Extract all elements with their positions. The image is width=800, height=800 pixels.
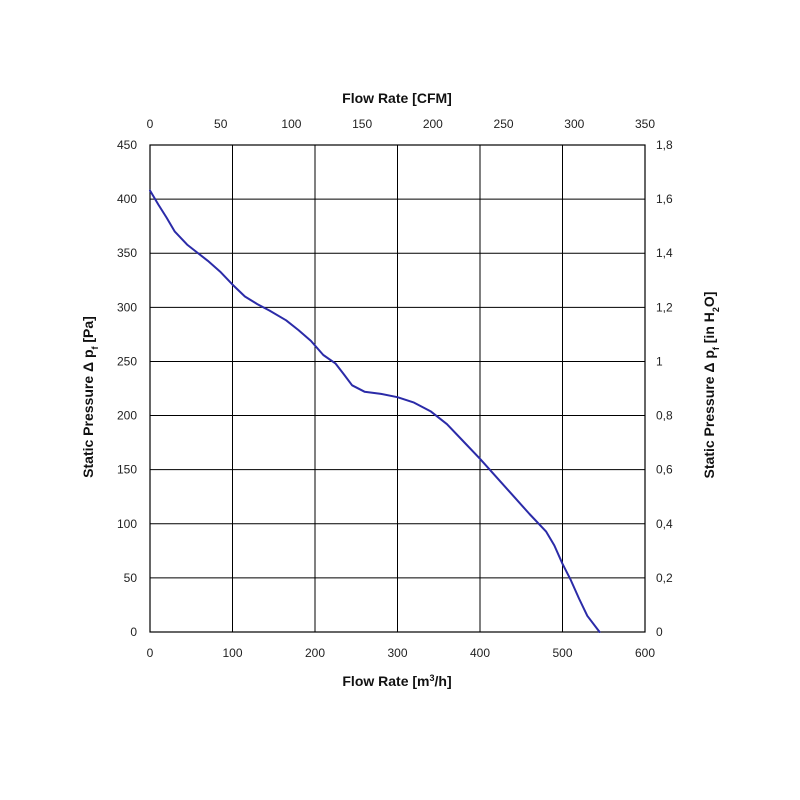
y-left-tick-label: 0 bbox=[130, 625, 137, 639]
x-top-tick-label: 100 bbox=[281, 117, 301, 131]
x-bottom-label-main: Flow Rate [m bbox=[342, 673, 429, 689]
y-right-tick-label: 0 bbox=[656, 625, 663, 639]
x-top-tick-label: 300 bbox=[564, 117, 584, 131]
y-right-tick-label: 1,2 bbox=[656, 300, 673, 314]
y-right-axis-title: Static Pressure Δ pf [in H2O] bbox=[701, 292, 721, 479]
series-layer bbox=[149, 189, 601, 633]
x-top-axis-title: Flow Rate [CFM] bbox=[342, 90, 452, 106]
y-left-tick-label: 250 bbox=[117, 354, 137, 368]
series-line-0 bbox=[149, 189, 601, 633]
y-left-tick-label: 100 bbox=[117, 517, 137, 531]
x-bottom-axis-title: Flow Rate [m3/h] bbox=[342, 673, 451, 689]
x-bottom-tick-label: 400 bbox=[470, 646, 490, 660]
y-right-tick-label: 1,6 bbox=[656, 192, 673, 206]
y-left-tick-label: 350 bbox=[117, 246, 137, 260]
y-left-label-end: [Pa] bbox=[80, 316, 96, 346]
y-left-tick-label: 150 bbox=[117, 463, 137, 477]
x-bottom-tick-label: 600 bbox=[635, 646, 655, 660]
y-right-tick-label: 0,8 bbox=[656, 409, 673, 423]
y-right-tick-label: 0,4 bbox=[656, 517, 673, 531]
y-left-label-main: Static Pressure Δ p bbox=[80, 350, 96, 478]
x-bottom-label-end: /h] bbox=[435, 673, 452, 689]
y-right-tick-label: 1,4 bbox=[656, 246, 673, 260]
x-top-tick-label: 150 bbox=[352, 117, 372, 131]
y-right-tick-label: 1,8 bbox=[656, 138, 673, 152]
x-top-tick-label: 250 bbox=[494, 117, 514, 131]
y-right-tick-label: 0,2 bbox=[656, 571, 673, 585]
y-right-label-sub2: 2 bbox=[711, 307, 721, 312]
x-bottom-tick-label: 200 bbox=[305, 646, 325, 660]
y-left-tick-label: 200 bbox=[117, 409, 137, 423]
x-bottom-tick-label: 0 bbox=[147, 646, 154, 660]
y-right-label-end: O] bbox=[701, 292, 717, 308]
y-left-tick-label: 400 bbox=[117, 192, 137, 206]
x-bottom-tick-label: 100 bbox=[222, 646, 242, 660]
y-right-label-sub: f bbox=[711, 346, 721, 350]
y-right-label-mid: [in H bbox=[701, 312, 717, 347]
x-top-tick-label: 350 bbox=[635, 117, 655, 131]
x-bottom-label-sup: 3 bbox=[430, 673, 435, 683]
x-top-tick-label: 50 bbox=[214, 117, 228, 131]
y-right-tick-label: 0,6 bbox=[656, 463, 673, 477]
y-left-tick-label: 450 bbox=[117, 138, 137, 152]
y-left-tick-label: 50 bbox=[124, 571, 138, 585]
y-left-axis-title: Static Pressure Δ pf [Pa] bbox=[80, 316, 100, 478]
y-right-tick-label: 1 bbox=[656, 354, 663, 368]
x-top-tick-label: 200 bbox=[423, 117, 443, 131]
x-top-tick-label: 0 bbox=[147, 117, 154, 131]
plot-frame bbox=[149, 144, 646, 633]
y-left-label-sub: f bbox=[90, 346, 100, 350]
x-bottom-tick-label: 500 bbox=[552, 646, 572, 660]
y-right-label-main: Static Pressure Δ p bbox=[701, 350, 717, 478]
x-bottom-tick-label: 300 bbox=[387, 646, 407, 660]
y-left-tick-label: 300 bbox=[117, 300, 137, 314]
grid-layer bbox=[150, 145, 645, 632]
